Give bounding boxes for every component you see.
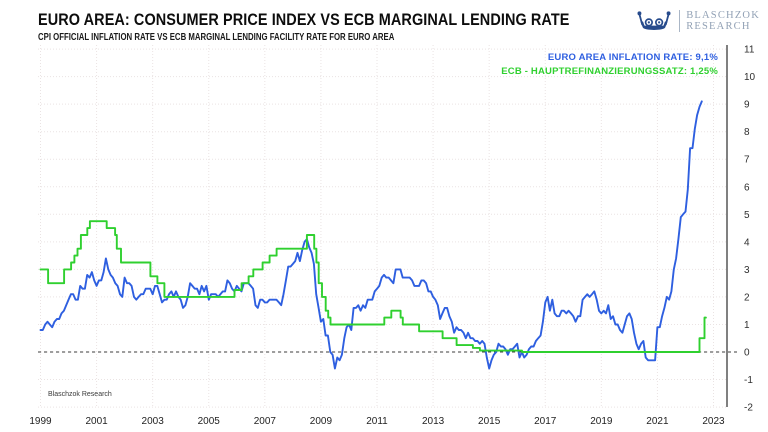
series-inflation-rate-line [39,100,703,370]
y-tick-label: 9 [744,100,750,111]
x-tick-label: 2021 [646,416,669,427]
chart-legend: EURO AREA INFLATION RATE: 9,1% ECB - HAU… [501,51,718,79]
y-tick-label: 8 [744,127,750,138]
y-tick-label: 6 [744,182,750,193]
x-tick-label: 2011 [366,416,388,427]
legend-inflation-rate: EURO AREA INFLATION RATE: 9,1% [547,52,718,63]
y-tick-label: 2 [744,292,750,303]
x-tick-label: 2013 [422,416,445,427]
y-tick-label: -1 [744,375,753,386]
logo-divider [679,10,681,32]
y-tick-label: 1 [744,320,750,331]
y-tick-label: 0 [744,348,750,359]
x-tick-label: 2007 [254,416,277,427]
logo-text: BLASCHZOK RESEARCH [686,10,760,33]
series-ecb-rate-line [39,220,707,353]
y-tick-label: -2 [744,403,753,414]
x-tick-label: 2005 [198,416,221,427]
x-tick-label: 2003 [142,416,165,427]
x-tick-label: 2017 [534,416,557,427]
x-tick-label: 2015 [478,416,501,427]
y-tick-label: 11 [744,45,755,56]
y-tick-label: 10 [744,72,756,83]
y-tick-label: 4 [744,237,750,248]
x-tick-label: 2001 [85,416,108,427]
x-tick-label: 1999 [29,416,52,427]
legend-ecb-rate: ECB - HAUPTREFINANZIERUNGSSATZ: 1,25% [501,66,718,77]
x-tick-label: 2023 [702,416,725,427]
y-tick-label: 7 [744,155,750,166]
y-tick-label: 3 [744,265,750,276]
brand-logo: BLASCHZOK RESEARCH [635,7,760,35]
logo-name-line2: RESEARCH [686,21,751,32]
logo-name-line1: BLASCHZOK [686,9,760,21]
page-subtitle: CPI OFFICIAL INFLATION RATE VS ECB MARGI… [38,32,395,43]
watermark: Blaschzok Research [48,391,112,398]
x-tick-label: 2019 [590,416,613,427]
page-title: EURO AREA: CONSUMER PRICE INDEX VS ECB M… [38,10,570,29]
viking-ship-icon [637,11,671,30]
x-tick-label: 2009 [310,416,333,427]
y-tick-label: 5 [744,210,750,221]
